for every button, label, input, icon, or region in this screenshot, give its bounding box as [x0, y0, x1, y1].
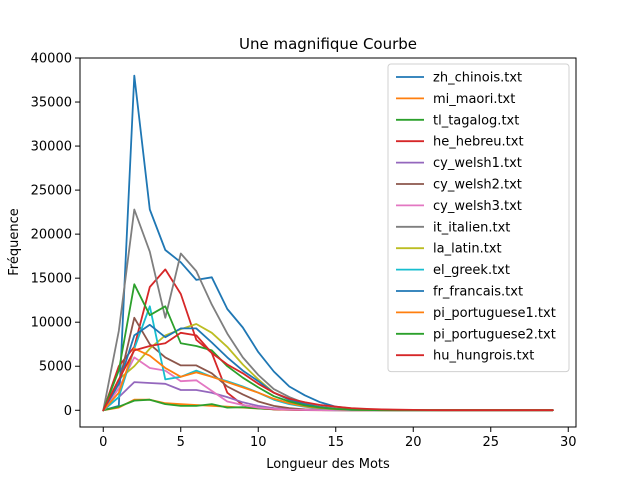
- y-tick-label: 30000: [31, 140, 72, 155]
- x-tick-label: 0: [99, 435, 107, 450]
- legend-label: el_greek.txt: [433, 263, 510, 278]
- legend: zh_chinois.txt mi_maori.txt tl_tagalog.txt…: [387, 63, 570, 373]
- legend-label: mi_maori.txt: [433, 92, 515, 107]
- x-axis-label: Longueur des Mots: [266, 457, 390, 472]
- y-tick-label: 5000: [39, 360, 72, 375]
- y-tick-label: 15000: [31, 272, 72, 287]
- legend-label: fr_francais.txt: [433, 285, 523, 300]
- y-axis-label: Fréquence: [7, 208, 22, 275]
- x-tick-label: 25: [482, 435, 499, 450]
- x-tick-label: 15: [327, 435, 344, 450]
- legend-box: [387, 63, 570, 373]
- x-tick-label: 30: [560, 435, 577, 450]
- legend-label: cy_welsh2.txt: [433, 178, 522, 193]
- y-tick-label: 0: [64, 404, 72, 419]
- y-tick-label: 35000: [31, 96, 72, 111]
- series-layer: [102, 74, 554, 412]
- legend-label: it_italien.txt: [433, 220, 510, 235]
- x-tick-label: 20: [405, 435, 422, 450]
- y-tick-label: 25000: [31, 184, 72, 199]
- legend-label: cy_welsh3.txt: [433, 199, 522, 214]
- legend-label: pi_portuguese2.txt: [433, 327, 556, 342]
- legend-label: cy_welsh1.txt: [433, 156, 522, 171]
- plot-frame: [79, 57, 577, 428]
- y-tick-label: 10000: [31, 316, 72, 331]
- chart-title: Une magnifique Courbe: [239, 35, 417, 53]
- legend-label: zh_chinois.txt: [433, 71, 522, 86]
- y-tick-label: 40000: [31, 52, 72, 67]
- legend-label: he_hebreu.txt: [433, 135, 524, 150]
- y-tick-label: 20000: [31, 228, 72, 243]
- x-tick-label: 10: [250, 435, 267, 450]
- legend-label: pi_portuguese1.txt: [433, 306, 556, 321]
- x-axis-ticks: 0 5 10 15 20 25 30: [99, 427, 577, 450]
- series-line-13: [102, 331, 554, 412]
- x-tick-label: 5: [177, 435, 185, 450]
- legend-label: la_latin.txt: [433, 242, 502, 257]
- legend-label: tl_tagalog.txt: [433, 113, 519, 128]
- legend-label: hu_hungrois.txt: [433, 349, 534, 364]
- y-axis-ticks: 0 5000 10000 15000 20000 25000 30000 35000 40000: [31, 52, 80, 419]
